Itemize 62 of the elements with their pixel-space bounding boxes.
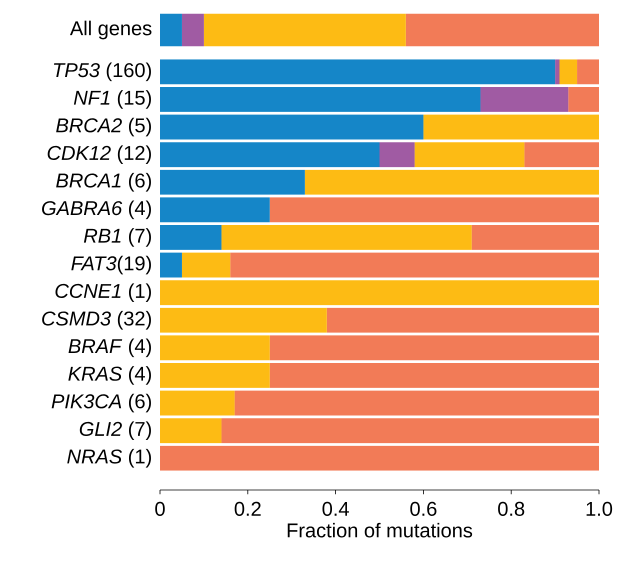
y-tick-label: All genes bbox=[70, 20, 152, 40]
bar bbox=[160, 14, 182, 46]
bar bbox=[230, 252, 599, 278]
bar bbox=[204, 14, 406, 46]
x-tick-label: 0.2 bbox=[234, 502, 261, 516]
bar bbox=[577, 59, 599, 84]
x-axis-title: Fraction of mutations bbox=[288, 522, 472, 538]
x-tick-label: 0.8 bbox=[498, 502, 524, 516]
y-tick-label: BRCA1 (6) bbox=[56, 172, 151, 192]
y-tick-label: NF1 (15) bbox=[74, 90, 151, 109]
x-tick-label: 0.4 bbox=[322, 502, 349, 516]
y-tick-label: CCNE1 (1) bbox=[56, 283, 151, 302]
y-tick-label: CDK12 (12) bbox=[48, 145, 151, 164]
bar bbox=[221, 418, 599, 444]
bar bbox=[160, 390, 235, 416]
bar bbox=[160, 225, 222, 250]
bar bbox=[160, 197, 270, 222]
y-tick-label: GABRA6 (4) bbox=[42, 200, 151, 220]
x-tick-label: 0.6 bbox=[410, 502, 436, 516]
y-tick-label: FAT3(19) bbox=[71, 256, 151, 274]
bar bbox=[568, 87, 599, 112]
bar bbox=[160, 142, 380, 168]
bar bbox=[326, 308, 599, 333]
y-tick-label: CSMD3 (32) bbox=[42, 310, 151, 330]
bar bbox=[160, 335, 270, 360]
y-tick-label: BRCA2 (5) bbox=[56, 118, 151, 136]
bar bbox=[406, 14, 599, 46]
bar bbox=[555, 59, 560, 84]
bar bbox=[380, 142, 415, 168]
bar bbox=[423, 114, 599, 140]
bar bbox=[270, 197, 599, 222]
bar bbox=[160, 170, 305, 195]
y-tick-label: GLI2 (7) bbox=[80, 421, 151, 440]
bar bbox=[160, 87, 480, 112]
bar bbox=[414, 142, 524, 168]
bar bbox=[160, 446, 599, 471]
bar bbox=[182, 252, 230, 278]
x-tick-label: 0 bbox=[155, 502, 165, 516]
y-tick-label: TP53 (160) bbox=[54, 62, 151, 82]
bar bbox=[234, 390, 599, 416]
bar bbox=[524, 142, 599, 168]
y-tick-label: NRAS (1) bbox=[67, 448, 151, 468]
y-tick-label: RB1 (7) bbox=[84, 228, 151, 247]
bar bbox=[160, 418, 222, 444]
bar bbox=[160, 252, 182, 278]
bar bbox=[480, 87, 568, 112]
bar bbox=[270, 335, 599, 360]
bar bbox=[182, 14, 204, 46]
bar bbox=[304, 170, 599, 195]
bar bbox=[160, 363, 270, 388]
bar bbox=[160, 114, 424, 140]
y-tick-label: BRAF (4) bbox=[68, 338, 151, 358]
bar bbox=[270, 363, 599, 388]
y-tick-label: PIK3CA (6) bbox=[52, 394, 151, 412]
bar bbox=[160, 59, 556, 84]
bar bbox=[160, 280, 599, 306]
bar bbox=[160, 308, 327, 333]
y-tick-label: KRAS (4) bbox=[68, 366, 151, 385]
bar bbox=[559, 59, 578, 84]
x-tick-label: 1.0 bbox=[586, 502, 612, 516]
bar bbox=[221, 225, 472, 250]
bar bbox=[472, 225, 599, 250]
